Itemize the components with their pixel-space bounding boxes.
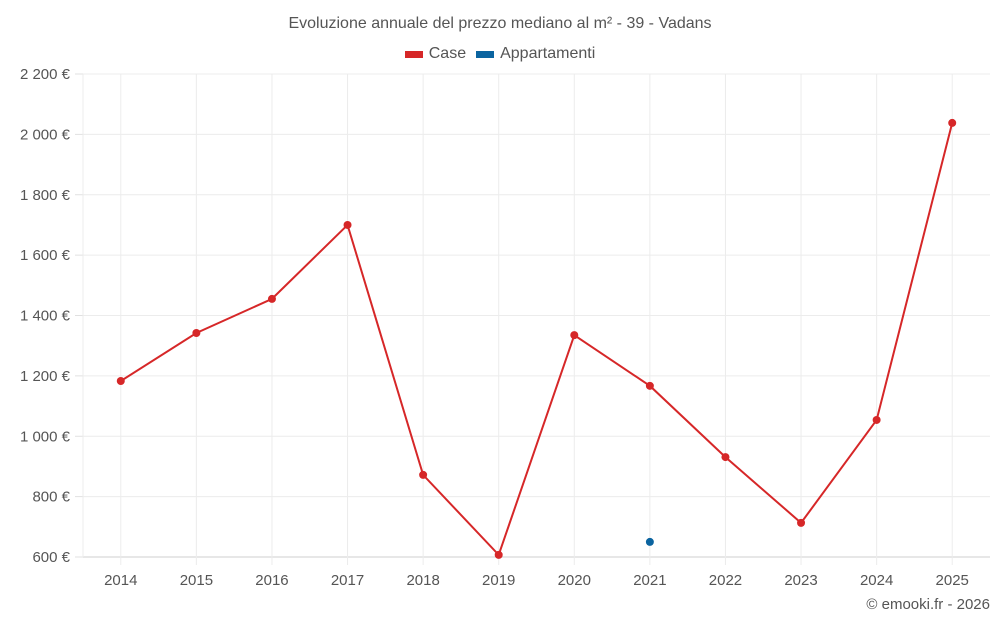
y-axis-label: 1 000 €: [20, 428, 71, 445]
data-point-case[interactable]: [192, 329, 201, 338]
series-line-case: [120, 122, 954, 557]
x-axis-label: 2017: [331, 572, 364, 589]
legend-label-appartamenti: Appartamenti: [500, 45, 596, 62]
data-point-case[interactable]: [721, 453, 730, 462]
x-axis-label: 2021: [633, 572, 666, 589]
data-point-case[interactable]: [570, 331, 579, 340]
y-axis-label: 1 400 €: [20, 308, 71, 325]
x-axis-label: 2019: [482, 572, 515, 589]
x-axis-label: 2022: [709, 572, 742, 589]
x-axis-label: 2016: [255, 572, 288, 589]
x-axis-label: 2015: [180, 572, 213, 589]
x-axis-label: 2024: [860, 572, 893, 589]
data-point-case[interactable]: [267, 294, 276, 303]
data-point-case[interactable]: [116, 377, 125, 386]
legend-item-appartamenti[interactable]: Appartamenti: [476, 45, 595, 63]
data-point-case[interactable]: [645, 381, 654, 390]
data-point-appartamenti[interactable]: [645, 537, 654, 546]
y-axis-label: 2 000 €: [20, 126, 71, 143]
x-axis-label: 2018: [406, 572, 439, 589]
data-point-case[interactable]: [419, 470, 428, 479]
legend-label-case: Case: [428, 45, 467, 62]
data-point-case[interactable]: [797, 518, 806, 527]
legend-swatch-appartamenti: [476, 50, 495, 58]
data-point-case[interactable]: [872, 415, 881, 424]
x-axis-label: 2025: [936, 572, 969, 589]
y-axis-label: 1 600 €: [20, 247, 71, 264]
data-point-case[interactable]: [494, 550, 503, 559]
y-axis-label: 600 €: [32, 549, 70, 566]
data-point-case[interactable]: [948, 118, 957, 127]
copyright-credit: © emooki.fr - 2026: [866, 596, 990, 613]
legend: Case Appartamenti: [0, 45, 1000, 63]
data-point-case[interactable]: [343, 220, 352, 229]
x-axis-label: 2023: [784, 572, 817, 589]
x-axis-label: 2014: [104, 572, 137, 589]
legend-swatch-case: [404, 50, 423, 58]
y-axis-label: 1 200 €: [20, 368, 71, 385]
x-axis-label: 2020: [558, 572, 591, 589]
y-axis-label: 2 200 €: [20, 66, 71, 83]
chart-title: Evoluzione annuale del prezzo mediano al…: [288, 15, 712, 32]
y-axis-label: 1 800 €: [20, 187, 71, 204]
y-axis-label: 800 €: [32, 489, 70, 506]
legend-item-case[interactable]: Case: [404, 45, 467, 63]
